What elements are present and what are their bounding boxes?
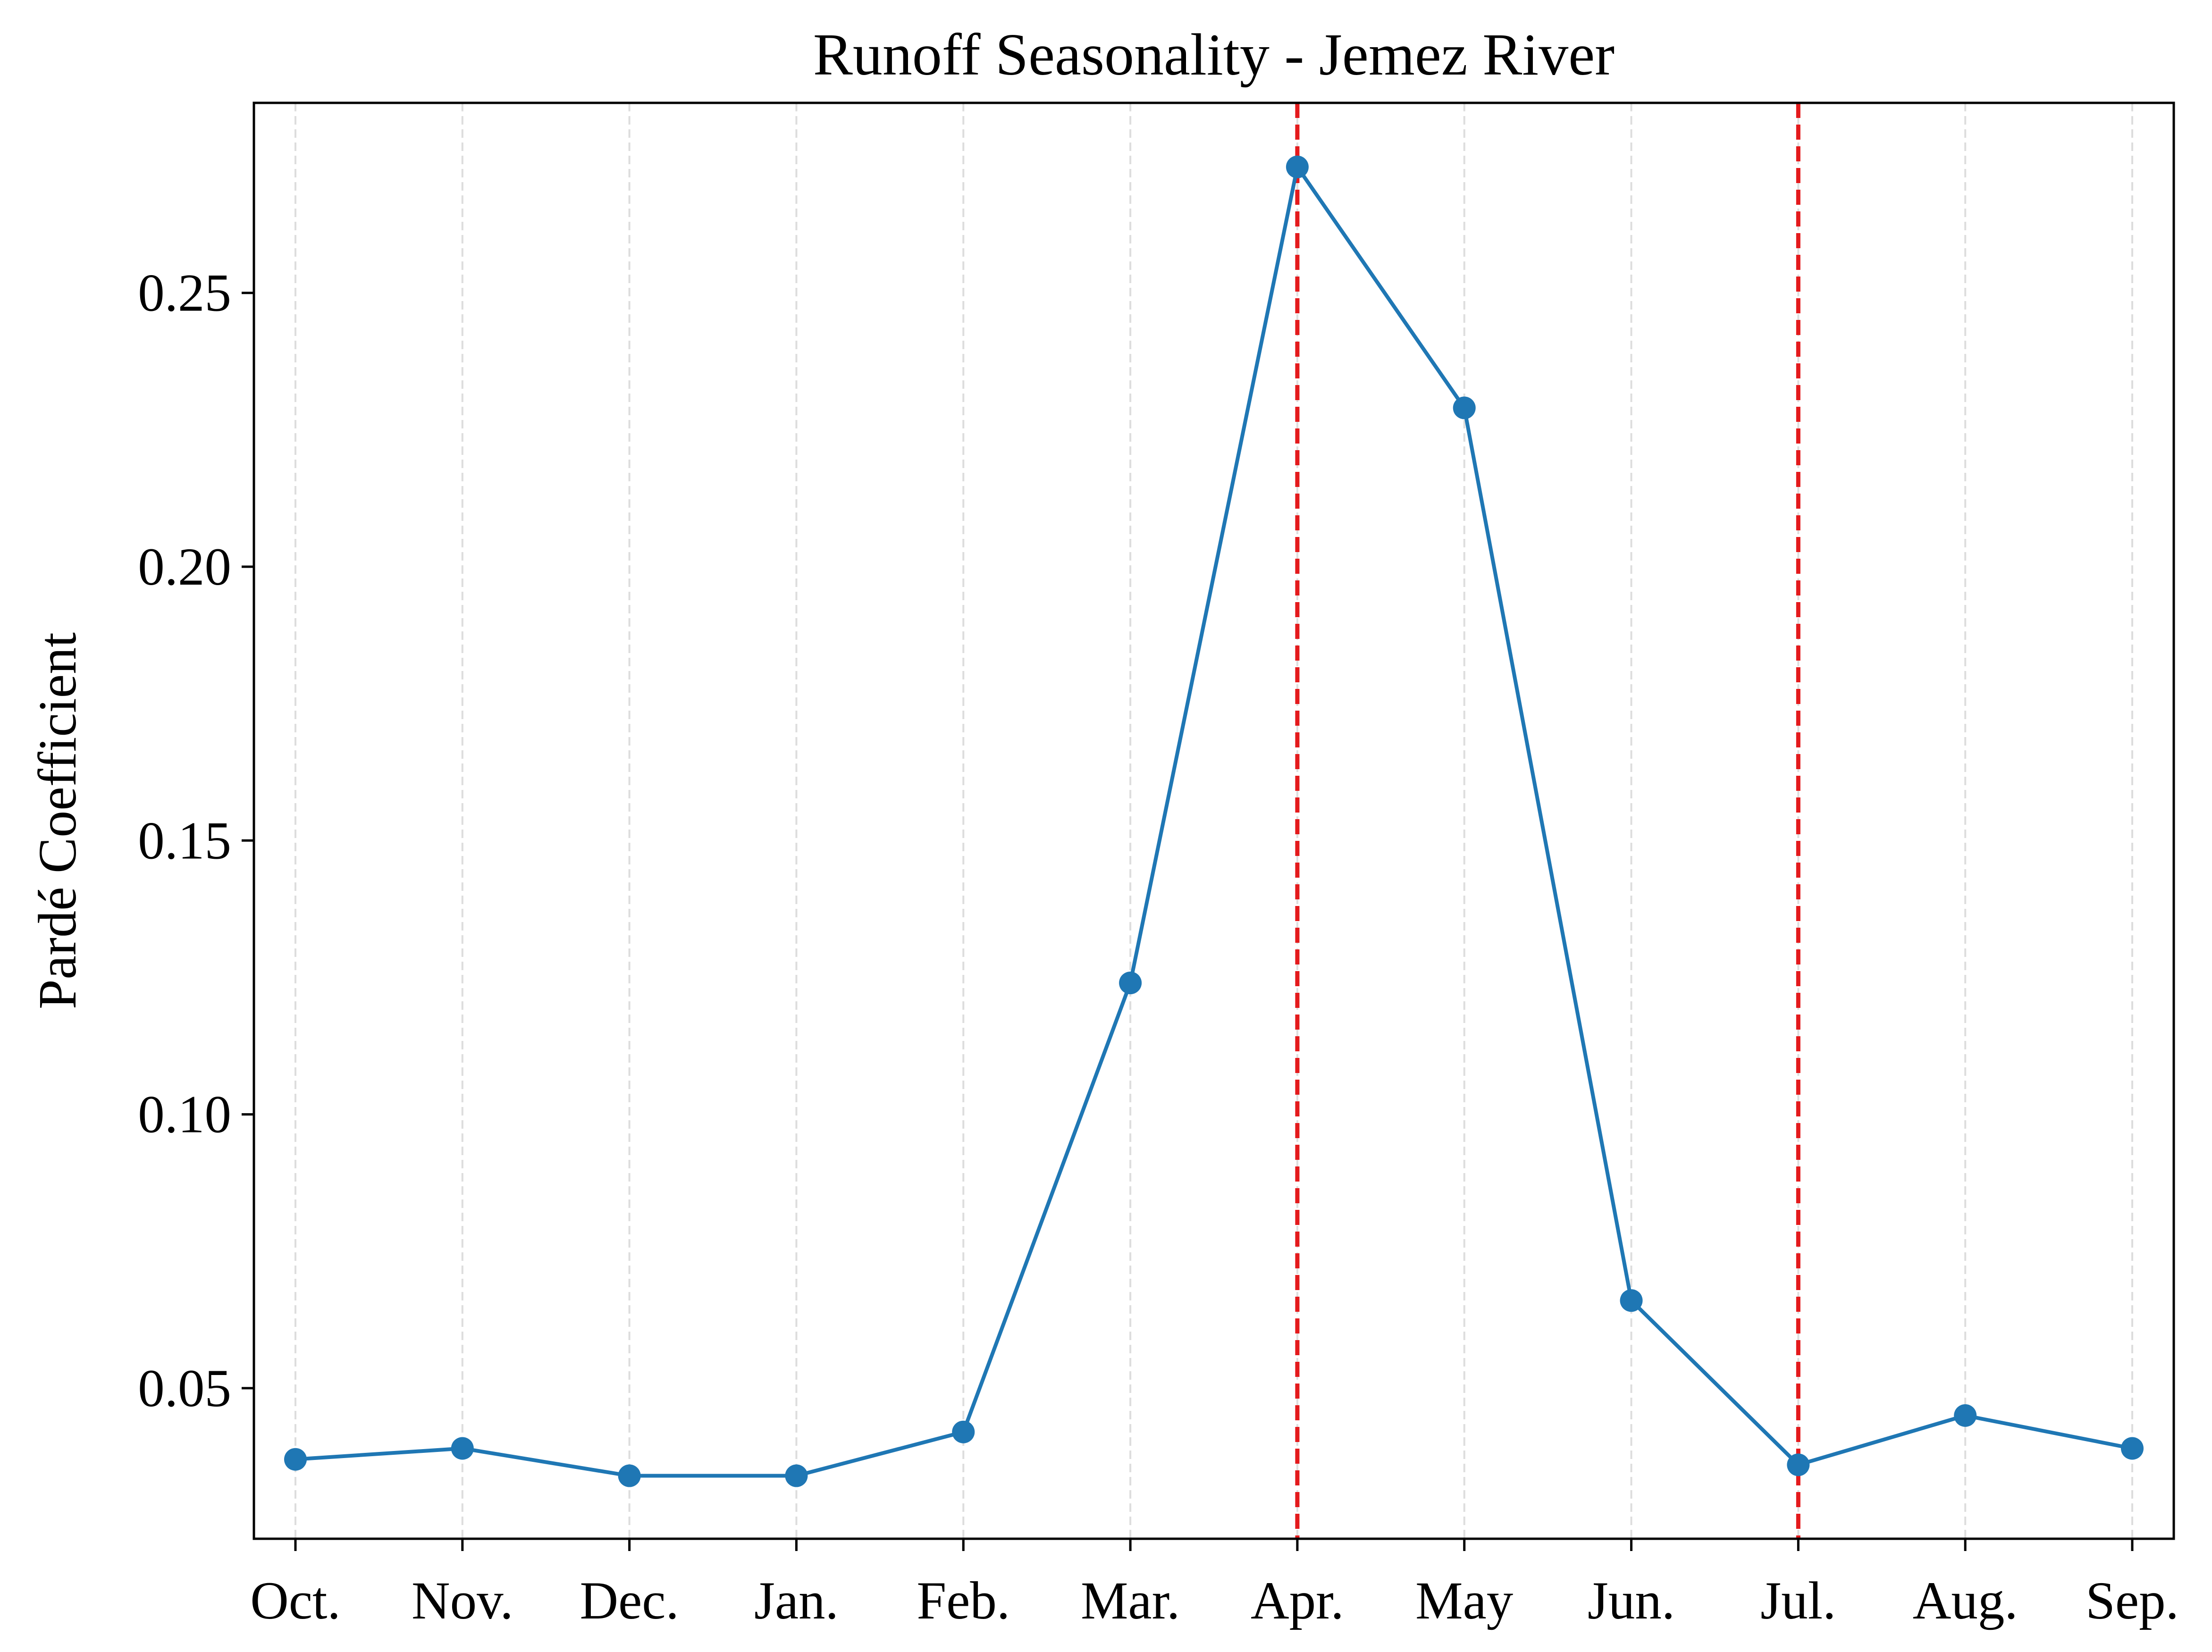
data-point xyxy=(1620,1289,1643,1312)
x-tick-label: Jun. xyxy=(1588,1571,1675,1630)
data-point xyxy=(1954,1404,1977,1427)
data-point xyxy=(1453,396,1476,419)
y-tick-label: 0.25 xyxy=(138,264,231,323)
data-point xyxy=(1119,972,1142,995)
data-point xyxy=(618,1464,641,1487)
x-tick-label: Jan. xyxy=(754,1571,839,1630)
x-tick-label: Oct. xyxy=(250,1571,340,1630)
x-tick-label: Nov. xyxy=(412,1571,513,1630)
reference-lines xyxy=(1295,103,1800,1539)
x-tick-label: Apr. xyxy=(1251,1571,1344,1630)
series-line xyxy=(294,165,2134,1478)
series-layer xyxy=(284,155,2144,1487)
y-tick-label: 0.20 xyxy=(138,537,231,596)
data-point xyxy=(952,1420,975,1443)
chart-title: Runoff Seasonality - Jemez River xyxy=(813,22,1615,88)
x-tick-label: Aug. xyxy=(1913,1571,2018,1630)
data-point xyxy=(785,1464,808,1487)
data-point xyxy=(1286,155,1309,178)
plot-frame xyxy=(252,101,2175,1540)
y-tick-label: 0.05 xyxy=(138,1359,231,1418)
data-point xyxy=(2121,1437,2144,1460)
data-point xyxy=(451,1437,474,1460)
x-tick-label: May xyxy=(1415,1571,1514,1630)
axis-ticks: Oct. Nov. Dec. Jan. Feb. Mar. Apr. May Jun. Jul. A… xyxy=(138,264,2179,1630)
y-tick-label: 0.15 xyxy=(138,811,231,870)
data-point xyxy=(1787,1453,1810,1476)
x-tick-label: Feb. xyxy=(917,1571,1010,1630)
x-tick-label: Sep. xyxy=(2086,1571,2179,1630)
y-axis-label: Pardé Coefficient xyxy=(27,632,87,1009)
data-point xyxy=(284,1448,307,1471)
y-tick-label: 0.10 xyxy=(138,1085,231,1144)
x-tick-label: Jul. xyxy=(1760,1571,1836,1630)
x-tick-label: Mar. xyxy=(1081,1571,1180,1630)
x-tick-label: Dec. xyxy=(580,1571,679,1630)
